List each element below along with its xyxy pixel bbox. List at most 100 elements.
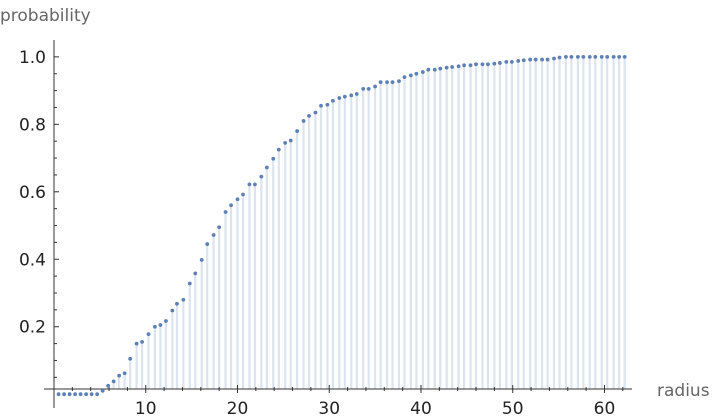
data-point: [504, 60, 509, 64]
data-point: [100, 388, 105, 393]
data-point: [235, 197, 240, 202]
data-point: [432, 67, 437, 72]
x-tick-label: 40: [410, 399, 432, 419]
data-point: [62, 392, 66, 397]
data-point: [587, 54, 592, 59]
data-point: [205, 242, 210, 246]
data-point: [420, 70, 425, 74]
data-point: [301, 119, 306, 123]
data-point: [241, 192, 245, 197]
y-axis-label: probability: [0, 6, 91, 26]
data-point: [276, 147, 281, 152]
data-point: [599, 54, 604, 59]
data-point: [158, 323, 163, 327]
data-point: [373, 84, 378, 89]
data-point: [533, 57, 538, 62]
data-point: [444, 65, 449, 70]
data-point: [187, 281, 192, 286]
data-point: [611, 54, 616, 59]
data-point: [456, 64, 461, 69]
data-point: [271, 156, 276, 161]
data-point: [78, 392, 83, 397]
data-point: [295, 129, 300, 133]
axes-group: [44, 40, 632, 408]
data-point: [307, 113, 311, 118]
y-tick-label: 1.0: [19, 48, 46, 68]
point-group: [56, 54, 627, 397]
data-point: [325, 102, 330, 107]
data-point: [462, 63, 467, 68]
data-point: [153, 324, 157, 329]
x-tick-label: 50: [502, 399, 524, 419]
data-point: [564, 54, 568, 59]
y-tick-label: 0.2: [19, 318, 46, 338]
data-point: [528, 57, 533, 62]
y-tick-label: 0.8: [19, 115, 46, 135]
data-point: [468, 63, 473, 68]
data-point: [408, 73, 413, 78]
data-point: [229, 203, 233, 208]
data-point: [199, 258, 204, 262]
y-tick-label: 0.6: [19, 183, 46, 203]
data-point: [181, 297, 186, 302]
x-tick-label: 30: [318, 399, 340, 419]
data-point: [593, 54, 598, 59]
data-point: [264, 165, 269, 170]
data-point: [117, 373, 122, 378]
data-point: [540, 57, 544, 62]
data-point: [84, 392, 89, 397]
data-point: [349, 93, 354, 98]
data-point: [545, 57, 550, 62]
data-point: [361, 87, 366, 91]
data-point: [217, 225, 222, 230]
data-point: [146, 332, 151, 337]
data-point: [516, 59, 521, 63]
data-point: [397, 79, 401, 84]
data-point: [521, 58, 526, 63]
x-tick-label: 20: [227, 399, 249, 419]
data-point: [366, 87, 371, 91]
data-point: [605, 54, 610, 59]
data-point: [319, 103, 323, 108]
data-point: [497, 61, 502, 65]
data-point: [426, 67, 431, 72]
data-point: [134, 341, 139, 346]
data-point: [67, 392, 72, 397]
data-point: [259, 174, 264, 179]
data-point: [552, 56, 556, 61]
data-point: [575, 54, 580, 59]
data-point: [95, 392, 100, 397]
data-point: [313, 110, 318, 115]
data-point: [414, 71, 419, 76]
data-point: [211, 233, 216, 237]
data-point: [486, 62, 490, 67]
tick-group: 10 20 30 40 50 60 0.2 0.4 0.6 0.8 1.0: [19, 48, 624, 419]
data-point: [354, 92, 359, 96]
data-point: [170, 308, 175, 313]
data-point: [378, 80, 383, 85]
data-point: [337, 96, 342, 100]
data-point: [474, 62, 478, 67]
data-point: [402, 75, 407, 80]
data-point: [253, 182, 257, 187]
data-point: [283, 140, 288, 145]
data-point: [128, 356, 133, 361]
data-point: [106, 383, 111, 388]
x-axis-label: radius: [657, 381, 710, 401]
y-tick-label: 0.4: [19, 250, 46, 270]
data-point: [111, 379, 116, 384]
data-point: [438, 66, 443, 71]
data-point: [288, 138, 293, 143]
data-point: [331, 98, 335, 103]
data-point: [122, 371, 127, 376]
data-point: [342, 94, 347, 99]
data-point: [390, 80, 395, 85]
data-point: [622, 54, 627, 59]
data-point: [509, 60, 514, 64]
data-point: [175, 301, 179, 306]
data-point: [89, 392, 94, 397]
x-tick-label: 60: [594, 399, 616, 419]
stem-group: [107, 56, 626, 389]
data-point: [247, 182, 252, 187]
